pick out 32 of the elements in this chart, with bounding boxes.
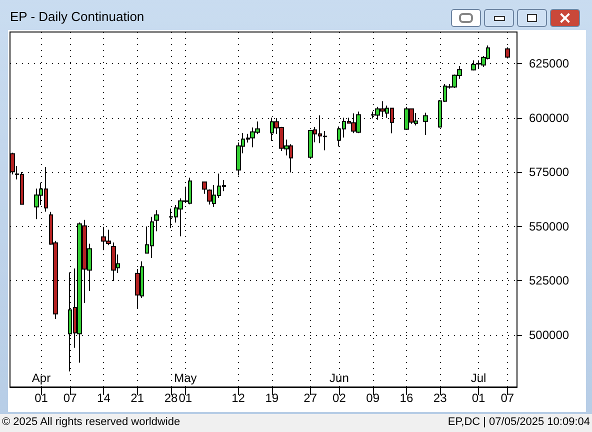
- x-tick-label: 07: [63, 391, 78, 405]
- x2-tick-label: Jul: [470, 371, 486, 385]
- chart-title: EP - Daily Continuation: [10, 9, 144, 24]
- x-tick-label: 12: [232, 391, 246, 405]
- candlestick: [207, 188, 212, 206]
- x2-tick-label: May: [174, 371, 197, 385]
- x-tick-label: 07: [500, 391, 514, 405]
- x-tick-label: 27: [304, 391, 318, 405]
- candlestick: [202, 181, 207, 194]
- x-tick-label: 19: [265, 391, 279, 405]
- y-tick-label: 550000: [529, 219, 570, 234]
- x-tick-label: 21: [130, 391, 144, 405]
- candlestick: [505, 46, 510, 59]
- x-tick-label: 01: [178, 391, 192, 405]
- x-tick-label: 14: [97, 391, 111, 405]
- x-tick-label: 02: [332, 391, 346, 405]
- y-tick-label: 625000: [529, 56, 570, 70]
- y-tick-label: 575000: [529, 165, 570, 180]
- text: EP,DC | 07/05/2025 10:09:04: [448, 416, 590, 428]
- x2-tick-label: Apr: [32, 371, 51, 385]
- x-tick-label: 28: [164, 391, 178, 405]
- x-tick-label: 01: [34, 391, 48, 405]
- x-tick-label: 23: [433, 391, 448, 405]
- x2-tick-label: Jun: [330, 371, 349, 385]
- x-tick-label: 01: [472, 391, 486, 405]
- x-tick-label: 16: [400, 391, 414, 405]
- x-tick-label: 09: [366, 391, 380, 405]
- text: © 2025 All rights reserved worldwide: [2, 416, 180, 428]
- y-tick-label: 525000: [529, 274, 570, 288]
- y-tick-label: 500000: [529, 328, 570, 342]
- y-tick-label: 600000: [529, 110, 570, 125]
- candlestick: [423, 112, 428, 136]
